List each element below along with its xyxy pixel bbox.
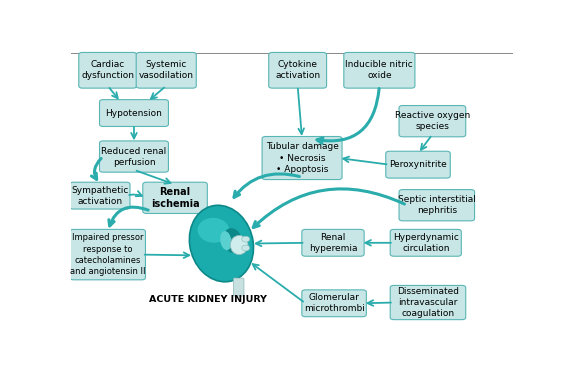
FancyBboxPatch shape	[136, 52, 196, 88]
Text: Septic interstitial
nephritis: Septic interstitial nephritis	[398, 195, 476, 215]
FancyBboxPatch shape	[233, 278, 244, 296]
Text: Hypotension: Hypotension	[105, 108, 162, 118]
Ellipse shape	[230, 236, 248, 255]
FancyBboxPatch shape	[262, 136, 342, 180]
FancyBboxPatch shape	[70, 182, 130, 209]
Text: Cardiac
dysfunction: Cardiac dysfunction	[81, 60, 134, 80]
FancyBboxPatch shape	[344, 52, 415, 88]
Text: Hyperdynamic
circulation: Hyperdynamic circulation	[393, 233, 459, 253]
Ellipse shape	[220, 231, 231, 250]
Text: Tubular damage
• Necrosis
• Apoptosis: Tubular damage • Necrosis • Apoptosis	[266, 142, 339, 173]
Text: Renal
hyperemia: Renal hyperemia	[309, 233, 357, 253]
Ellipse shape	[198, 218, 229, 243]
Text: Systemic
vasodilation: Systemic vasodilation	[139, 60, 194, 80]
Text: Inducible nitric
oxide: Inducible nitric oxide	[345, 60, 413, 80]
FancyBboxPatch shape	[399, 190, 475, 221]
Text: Reactive oxygen
species: Reactive oxygen species	[395, 111, 470, 131]
Text: Impaired pressor
response to
catecholamines
and angiotensin II: Impaired pressor response to catecholami…	[70, 234, 145, 276]
Text: Peroxynitrite: Peroxynitrite	[389, 160, 447, 169]
Ellipse shape	[242, 236, 250, 242]
Ellipse shape	[223, 228, 242, 253]
FancyBboxPatch shape	[143, 182, 207, 213]
FancyBboxPatch shape	[100, 141, 169, 172]
FancyBboxPatch shape	[268, 52, 327, 88]
Text: Glomerular
microthrombi: Glomerular microthrombi	[304, 293, 365, 313]
FancyBboxPatch shape	[302, 290, 367, 317]
FancyBboxPatch shape	[390, 285, 466, 320]
Text: Disseminated
intravascular
coagulation: Disseminated intravascular coagulation	[397, 287, 459, 318]
FancyBboxPatch shape	[390, 229, 461, 256]
FancyBboxPatch shape	[302, 229, 364, 256]
FancyBboxPatch shape	[79, 52, 137, 88]
Text: Cytokine
activation: Cytokine activation	[275, 60, 320, 80]
FancyBboxPatch shape	[399, 106, 466, 137]
FancyBboxPatch shape	[386, 151, 450, 178]
Ellipse shape	[189, 205, 254, 282]
Text: Renal
ischemia: Renal ischemia	[150, 187, 200, 209]
Ellipse shape	[242, 245, 250, 251]
FancyBboxPatch shape	[100, 100, 169, 126]
Text: ACUTE KIDNEY INJURY: ACUTE KIDNEY INJURY	[149, 295, 267, 304]
Text: Reduced renal
perfusion: Reduced renal perfusion	[101, 147, 166, 167]
FancyBboxPatch shape	[70, 229, 145, 280]
Text: Sympathetic
activation: Sympathetic activation	[71, 186, 129, 206]
